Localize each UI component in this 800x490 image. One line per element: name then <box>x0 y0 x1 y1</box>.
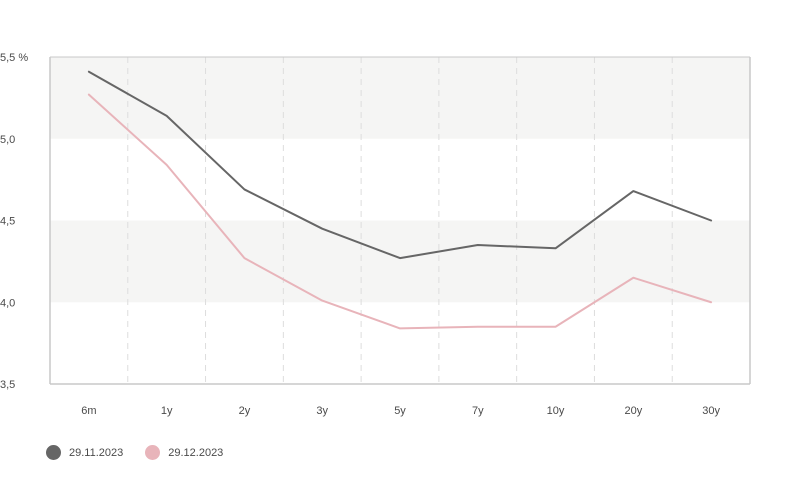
axes <box>49 56 751 385</box>
legend-swatch-series-1 <box>46 445 61 460</box>
y-tick-label: 3,5 <box>0 379 15 391</box>
y-tick-label: 5,0 <box>0 134 15 146</box>
x-tick-label: 10y <box>547 405 565 417</box>
y-tick-label: 4,5 <box>0 216 15 228</box>
y-tick-label: 5,5 % <box>0 52 28 64</box>
legend-item-series-1: 29.11.2023 <box>46 445 123 460</box>
series-line-2 <box>87 93 713 330</box>
x-tick-label: 3y <box>316 405 328 417</box>
background-bands <box>50 57 750 303</box>
legend-item-series-2: 29.12.2023 <box>145 445 223 460</box>
y-tick-label: 4,0 <box>0 297 15 309</box>
x-tick-label: 2y <box>239 405 251 417</box>
x-tick-label: 30y <box>702 405 720 417</box>
x-tick-label: 20y <box>624 405 642 417</box>
y-axis-ticks: 3,5 4,0 4,5 5,0 5,5 % <box>0 52 28 391</box>
legend: 29.11.2023 29.12.2023 <box>46 445 223 460</box>
x-tick-label: 6m <box>81 405 96 417</box>
legend-swatch-series-2 <box>145 445 161 460</box>
background-band-2 <box>50 220 750 303</box>
x-tick-label: 5y <box>394 405 406 417</box>
x-tick-label: 1y <box>161 405 173 417</box>
x-axis-ticks: 6m 1y 2y 3y 5y 7y 10y 20y 30y <box>81 405 720 417</box>
legend-label-series-1: 29.11.2023 <box>69 446 124 459</box>
x-tick-label: 7y <box>472 405 484 417</box>
series-line-1 <box>87 70 713 260</box>
background-band-1 <box>50 57 750 139</box>
series-lines <box>87 70 713 330</box>
legend-label-series-2: 29.12.2023 <box>168 446 224 459</box>
